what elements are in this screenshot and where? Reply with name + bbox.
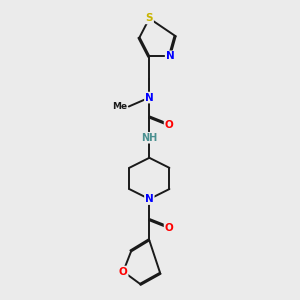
Text: Me: Me — [112, 102, 128, 111]
Text: N: N — [145, 93, 154, 103]
Text: S: S — [146, 14, 153, 23]
Text: N: N — [166, 51, 175, 61]
Text: N: N — [145, 194, 154, 204]
Text: O: O — [165, 223, 173, 233]
Text: O: O — [165, 121, 173, 130]
Text: NH: NH — [141, 133, 158, 143]
Text: O: O — [119, 267, 128, 277]
